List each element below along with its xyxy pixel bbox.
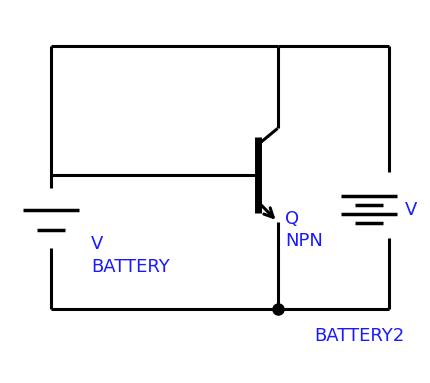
- Text: NPN: NPN: [286, 232, 323, 250]
- Text: BATTERY: BATTERY: [91, 257, 170, 275]
- Text: V: V: [91, 235, 103, 253]
- Text: Q: Q: [286, 210, 300, 228]
- Text: BATTERY2: BATTERY2: [314, 327, 404, 345]
- Text: V: V: [405, 201, 417, 219]
